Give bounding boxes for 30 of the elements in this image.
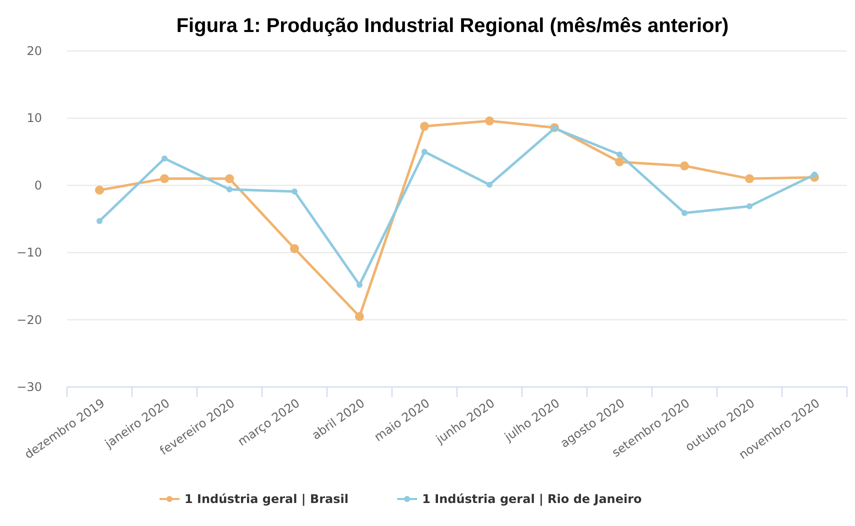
point <box>226 186 232 192</box>
point <box>162 156 168 162</box>
point <box>96 218 102 224</box>
point <box>746 203 752 210</box>
point <box>422 148 428 155</box>
point <box>485 116 494 126</box>
chart-title: Figura 1: Produção Industrial Regional (mês/mês anterior) <box>176 15 729 37</box>
point <box>225 174 234 184</box>
y-tick-label: 20 <box>26 44 42 58</box>
point <box>615 157 624 166</box>
point <box>682 210 688 216</box>
y-tick-label: −30 <box>16 380 42 394</box>
point <box>680 161 689 170</box>
point <box>616 151 622 158</box>
point <box>355 312 364 321</box>
y-tick-label: −20 <box>16 312 42 327</box>
point <box>95 186 104 195</box>
legend-label: 1 Indústria geral | Brasil <box>184 492 348 506</box>
legend-label: 1 Indústria geral | Rio de Janeiro <box>422 492 642 506</box>
point <box>812 172 818 178</box>
point <box>160 174 169 184</box>
point <box>420 122 429 131</box>
y-tick-label: −10 <box>16 246 42 260</box>
point <box>745 174 754 184</box>
point <box>292 188 298 194</box>
point <box>290 244 299 254</box>
y-tick-label: 10 <box>26 111 42 126</box>
point <box>356 282 362 288</box>
y-tick-label: 0 <box>34 178 42 192</box>
point <box>486 182 492 188</box>
